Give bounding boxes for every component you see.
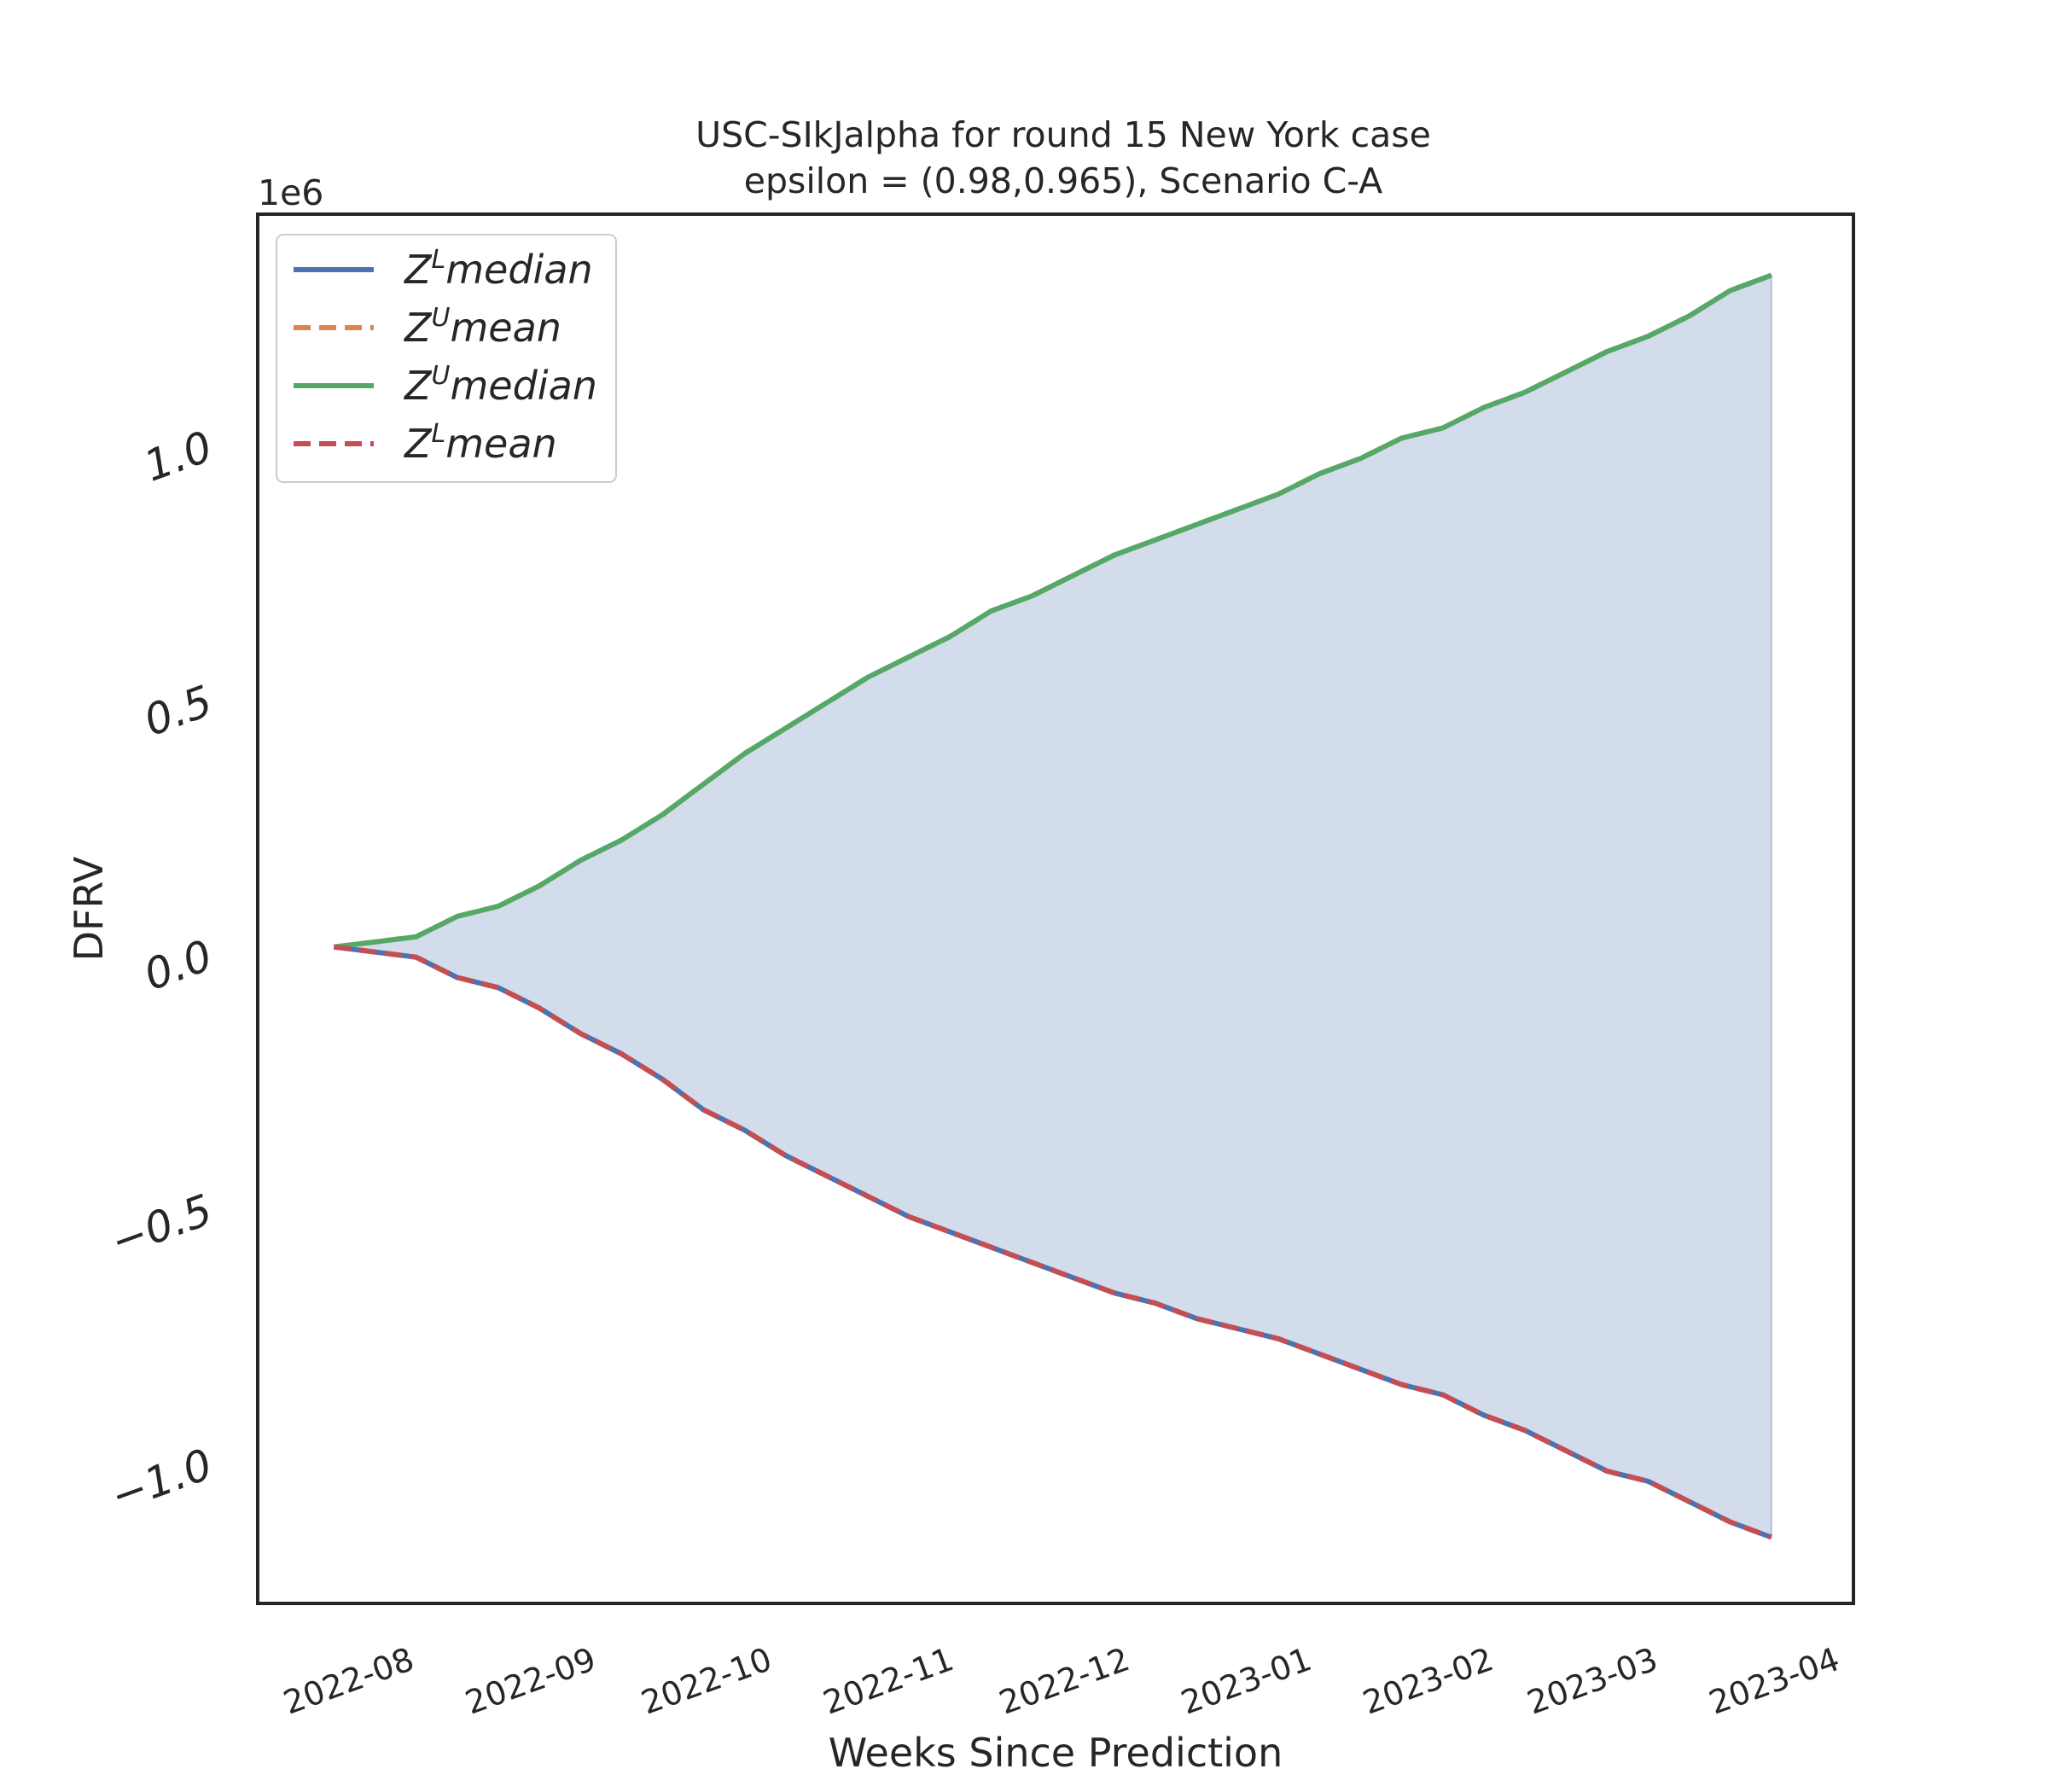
- chart-title-line-2: epsilon = (0.98,0.965), Scenario C-A: [744, 160, 1382, 201]
- x-tick-label: 2023-03: [1522, 1640, 1662, 1722]
- x-tick-label: 2022-12: [994, 1640, 1134, 1722]
- x-tick-label: 2022-11: [818, 1640, 958, 1722]
- plot-area: [334, 272, 1772, 1540]
- y-tick-label: −1.0: [104, 1440, 218, 1521]
- x-axis-label: Weeks Since Prediction: [829, 1730, 1283, 1776]
- chart-title-line-1: USC-SIkJalpha for round 15 New York case: [695, 114, 1431, 155]
- x-tick-label: 2022-08: [278, 1640, 418, 1722]
- x-axis-ticks: 2022-08 2022-09 2022-10 2022-11 2022-12 2023-…: [278, 1640, 1844, 1722]
- x-tick-label: 2022-09: [461, 1640, 601, 1722]
- x-tick-label: 2023-01: [1176, 1640, 1316, 1722]
- legend-box: [276, 234, 617, 483]
- y-axis-label: DFRV: [66, 856, 112, 961]
- axes-frame: [256, 212, 1855, 1605]
- x-tick-label: 2023-02: [1358, 1640, 1498, 1722]
- y-tick-label: 1.0: [138, 422, 219, 492]
- x-tick-label: 2023-04: [1704, 1640, 1844, 1722]
- legend-label: ZLmedian: [403, 245, 593, 293]
- y-tick-label: 0.0: [138, 930, 219, 1000]
- y-tick-label: 0.5: [138, 676, 219, 746]
- legend-label: ZUmean: [403, 303, 561, 351]
- y-tick-label: −0.5: [104, 1185, 218, 1267]
- y-offset-text: 1e6: [258, 172, 323, 213]
- y-axis-ticks: −1.0 −0.5 0.0 0.5 1.0: [104, 422, 218, 1521]
- series-line-zu-median: [334, 272, 1772, 950]
- series-line-zl-mean: [334, 944, 1772, 1540]
- legend: ZLmedian ZUmean ZUmedian ZLmean: [276, 234, 617, 483]
- x-tick-label: 2022-10: [637, 1640, 777, 1722]
- legend-label: ZUmedian: [403, 361, 597, 409]
- legend-label: ZLmean: [403, 419, 557, 467]
